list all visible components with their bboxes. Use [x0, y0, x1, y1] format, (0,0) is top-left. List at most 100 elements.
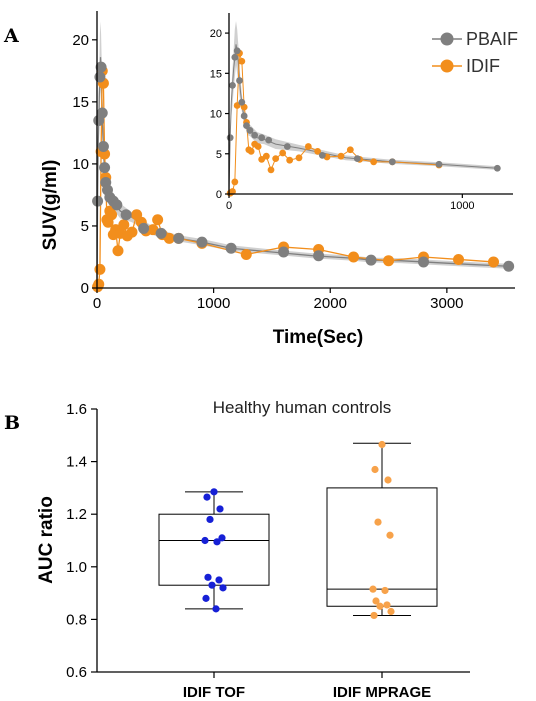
data-point: [378, 440, 386, 449]
data-point: [369, 585, 377, 593]
inset-idif-point: [229, 188, 236, 195]
inset-idif-point: [295, 154, 303, 162]
main-idif-point: [112, 245, 124, 257]
inset-pbaif-point: [435, 160, 443, 168]
inset-pbaif-point: [243, 122, 250, 130]
inset-pbaif-point: [226, 134, 234, 142]
main-idif-point: [106, 209, 118, 221]
main-pbaif-point: [120, 209, 132, 221]
inset-y-tick-label: 15: [210, 68, 222, 80]
main-pbaif-point: [155, 227, 167, 239]
main-pbaif-point: [138, 222, 150, 234]
main-pbaif-point: [111, 199, 123, 211]
b-y-axis-title: AUC ratio: [36, 496, 57, 584]
inset-idif-point: [272, 155, 280, 163]
inset-pbaif-point: [229, 81, 236, 89]
main-idif-point: [118, 219, 130, 231]
main-pbaif-point: [96, 107, 108, 119]
inset-idif-point: [346, 146, 354, 154]
main-y-tick-label: 20: [72, 32, 89, 49]
inset-idif-point: [304, 143, 312, 150]
main-pbaif-point: [196, 236, 208, 248]
main-idif-point: [93, 278, 105, 290]
data-point: [210, 488, 218, 496]
inset-pbaif-point: [233, 47, 241, 55]
main-pbaif-line: [96, 57, 509, 286]
data-point: [372, 597, 380, 605]
inset-y-tick-label: 10: [210, 109, 222, 121]
inset-pbaif-band: [229, 21, 498, 194]
inset-y-tick-label: 20: [210, 28, 222, 40]
data-point: [208, 581, 216, 589]
y-axis-title: SUV(g/ml): [40, 160, 61, 251]
boxplots: [158, 440, 438, 620]
legend-item-pbaif: PBAIF: [432, 29, 518, 49]
data-point: [216, 505, 224, 513]
inset-idif-point: [286, 156, 294, 164]
data-point: [218, 534, 226, 542]
data-point: [202, 594, 210, 602]
main-y-tick-label: 10: [72, 156, 89, 173]
inset-pbaif-point: [283, 143, 291, 150]
data-point: [371, 465, 379, 474]
main-pbaif-point: [278, 246, 290, 258]
data-point: [206, 515, 214, 524]
panel-a-letter: A: [3, 25, 19, 47]
series-lines: [96, 57, 509, 288]
inset-pbaif-point: [388, 158, 396, 166]
chart-subtitle: Healthy human controls: [213, 398, 392, 417]
inset-idif-point: [238, 57, 246, 65]
data-point: [203, 493, 211, 501]
main-pbaif-point: [225, 242, 237, 254]
data-point: [370, 611, 378, 620]
b-axes: 0.6 0.8 1.0 1.2 1.4 1.6: [66, 401, 470, 681]
inset-y-tick-label: 5: [216, 149, 222, 161]
data-point: [384, 476, 392, 484]
boxplot-idif-mprage: [326, 440, 438, 620]
inset-pbaif-point: [236, 77, 243, 84]
main-idif-point: [126, 226, 138, 238]
main-x-tick-label: 3000: [430, 295, 463, 312]
inset-pbaif-point: [258, 134, 266, 142]
inset-x-tick-label: 1000: [450, 200, 474, 212]
main-idif-point: [383, 255, 395, 267]
inset-series-markers: [226, 47, 501, 197]
main-x-tick-label: 1000: [197, 295, 230, 312]
inset-idif-point: [337, 152, 345, 160]
boxplot-idif-tof: [158, 488, 270, 613]
legend-marker-idif: [440, 59, 454, 73]
inset-pbaif-point: [493, 164, 501, 172]
box-iqr: [158, 513, 270, 586]
main-pbaif-point: [418, 256, 430, 268]
inset-pbaif-point: [240, 112, 248, 120]
legend-item-idif: IDIF: [432, 56, 500, 76]
data-point: [376, 602, 384, 610]
inset-idif-point: [267, 166, 275, 174]
b-y-tick-label: 1.4: [66, 454, 87, 471]
series-markers: [92, 61, 515, 293]
category-label-idif-mprage: IDIF MPRAGE: [333, 684, 431, 701]
inset-pbaif-point: [265, 136, 273, 144]
legend-label-idif: IDIF: [466, 56, 500, 76]
data-point: [383, 601, 391, 609]
legend-marker-pbaif: [440, 32, 454, 46]
inset-idif-line: [229, 53, 440, 194]
legend-label-pbaif: PBAIF: [466, 29, 518, 49]
main-y-tick-label: 5: [81, 218, 89, 235]
x-axis-title: Time(Sec): [273, 327, 363, 348]
main-idif-point: [152, 214, 164, 226]
main-y-tick-label: 0: [81, 280, 89, 297]
b-y-tick-label: 1.6: [66, 401, 87, 418]
main-pbaif-point: [313, 250, 325, 262]
main-pbaif-point: [503, 260, 515, 272]
main-idif-point: [240, 248, 252, 260]
main-x-tick-label: 2000: [314, 295, 347, 312]
data-point: [374, 518, 382, 526]
main-pbaif-point: [365, 254, 377, 266]
main-y-tick-label: 15: [72, 94, 89, 111]
data-point: [219, 584, 227, 592]
main-pbaif-point: [95, 61, 107, 73]
